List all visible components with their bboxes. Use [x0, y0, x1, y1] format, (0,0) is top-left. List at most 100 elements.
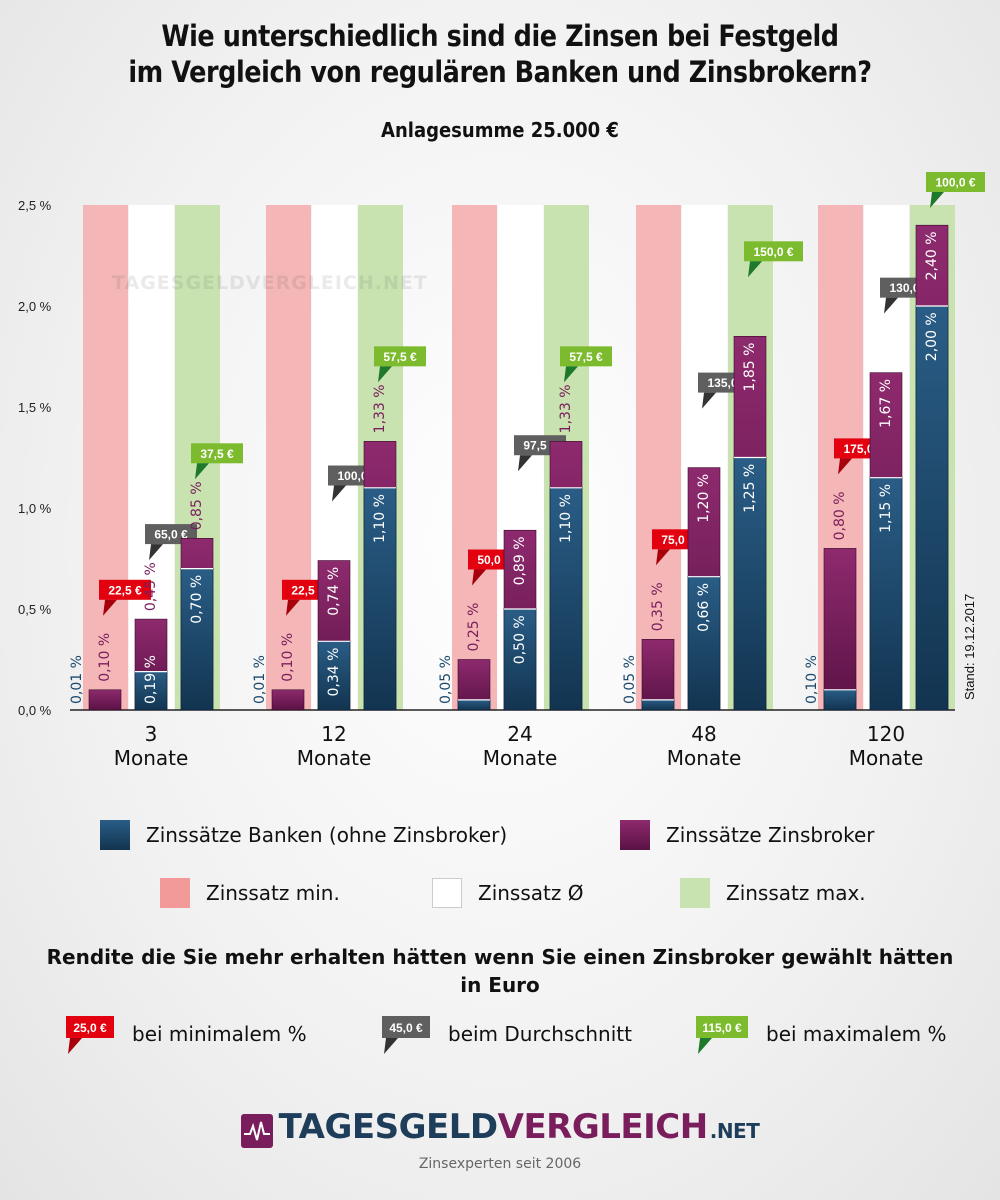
- tag-tail: [884, 297, 898, 314]
- y-tick-label: 1,5 %: [18, 400, 52, 415]
- stand-date: Stand: 19.12.2017: [962, 593, 977, 700]
- bank-value-label: 0,05 %: [622, 655, 638, 704]
- bar-bank: [457, 699, 491, 711]
- tag-label: 50,0 €: [477, 553, 511, 567]
- band-3-0: [636, 205, 681, 710]
- tag-tail: [286, 599, 300, 616]
- legend-swatch-min: [160, 878, 190, 908]
- bank-value-label: 1,10 %: [558, 494, 574, 543]
- bar-broker: [271, 689, 305, 711]
- legend-label-max: Zinssatz max.: [726, 881, 866, 905]
- bank-value-label: 0,66 %: [696, 583, 712, 632]
- broker-value-label: 1,20 %: [696, 474, 712, 523]
- broker-value-label: 0,89 %: [512, 536, 528, 585]
- legend-item-max: Zinssatz max.: [680, 878, 866, 908]
- broker-value-label: 1,67 %: [878, 379, 894, 428]
- x-category-number: 12: [321, 722, 346, 746]
- broker-value-label: 0,80 %: [832, 491, 848, 540]
- tag-tail: [149, 544, 163, 561]
- note-label-max: bei maximalem %: [766, 1022, 947, 1046]
- note-label-min: bei minimalem %: [132, 1022, 307, 1046]
- title-line-2: im Vergleich von regulären Banken und Zi…: [128, 55, 872, 89]
- tag-box: [926, 172, 985, 192]
- bar-bank: [549, 487, 583, 711]
- x-category-number: 48: [691, 722, 716, 746]
- legend-label-banken: Zinssätze Banken (ohne Zinsbroker): [146, 823, 508, 847]
- bank-value-label: 0,01 %: [69, 655, 85, 704]
- tag-tail: [195, 463, 209, 480]
- legend-label-avg: Zinssatz Ø: [478, 881, 584, 905]
- tag-tail: [838, 458, 852, 475]
- broker-value-label: 1,33 %: [372, 384, 388, 433]
- bank-value-label: 0,10 %: [804, 655, 820, 704]
- bar-bank: [317, 641, 351, 711]
- bar-bank: [869, 477, 903, 711]
- broker-value-label: 0,10 %: [97, 633, 113, 682]
- tag-label: 22,5 €: [108, 583, 142, 597]
- bank-value-label: 0,50 %: [512, 615, 528, 664]
- broker-value-label: 0,45 %: [143, 562, 159, 611]
- x-category-unit: Monate: [667, 746, 742, 770]
- note-heading: Rendite die Sie mehr erhalten hätten wen…: [0, 943, 1000, 999]
- y-tick-label: 0,0 %: [18, 703, 52, 718]
- logo-tagline: Zinsexperten seit 2006: [418, 1156, 582, 1172]
- bar-bank: [641, 699, 675, 711]
- bank-value-label: 1,10 %: [372, 494, 388, 543]
- legend-swatch-avg: [432, 878, 462, 908]
- bank-value-label: 0,70 %: [189, 575, 205, 624]
- y-tick-label: 0,5 %: [18, 602, 52, 617]
- bar-bank: [823, 689, 857, 711]
- bank-value-label: 0,34 %: [326, 648, 342, 697]
- bar-bank: [180, 568, 214, 711]
- tag-tail: [656, 549, 670, 566]
- chart-subtitle: Anlagesumme 25.000 €: [381, 118, 619, 142]
- legend-item-avg: Zinssatz Ø: [432, 878, 583, 908]
- bank-value-label: 2,00 %: [924, 312, 940, 361]
- logo-pulse-icon: [240, 1114, 273, 1148]
- bar-chart: 0,0 % 0,5 % 1,0 % 1,5 % 2,0 % 2,5 % 0,01 % 0,10…: [18, 172, 985, 770]
- tag-avg-icon: 45,0 €: [382, 1016, 430, 1054]
- broker-value-label: 1,85 %: [742, 343, 758, 392]
- broker-value-label: 0,74 %: [326, 567, 342, 616]
- broker-value-label: 2,40 %: [924, 231, 940, 280]
- logo-text-a: TAGESGELD: [278, 1107, 499, 1147]
- x-category-unit: Monate: [297, 746, 372, 770]
- tag-tail: [472, 569, 486, 586]
- note-heading-line-2: in Euro: [460, 973, 540, 997]
- band-0-0: [83, 205, 128, 710]
- bar-bank: [134, 671, 168, 711]
- tag-box: [99, 579, 151, 600]
- x-category-unit: Monate: [114, 746, 189, 770]
- footer-logo: TAGESGELDVERGLEICH .NET Zinsexperten seit…: [0, 1108, 1000, 1172]
- bar-broker: [88, 689, 122, 711]
- chart-title: Wie unterschiedlich sind die Zinsen bei …: [60, 18, 940, 90]
- tag-label: 37,5 €: [200, 447, 234, 461]
- x-category-number: 3: [145, 722, 158, 746]
- note-item-min: 25,0 € bei minimalem %: [62, 1012, 307, 1056]
- tag-tail: [748, 261, 762, 278]
- bank-value-label: 1,15 %: [878, 484, 894, 533]
- bar-bank: [503, 608, 537, 711]
- tag-min-icon: 25,0 €: [66, 1016, 114, 1054]
- y-tick-label: 2,5 %: [18, 198, 52, 213]
- legend-label-min: Zinssatz min.: [206, 881, 340, 905]
- band-2-0: [452, 205, 497, 710]
- tag-label: 57,5 €: [383, 350, 417, 364]
- tag-tail: [930, 192, 944, 208]
- broker-value-label: 0,35 %: [650, 582, 666, 631]
- tag-avg-text: 45,0 €: [389, 1021, 423, 1035]
- legend-swatch-max: [680, 878, 710, 908]
- note-item-avg: 45,0 € beim Durchschnitt: [378, 1012, 632, 1056]
- tag-tail: [332, 485, 346, 502]
- tag-tail: [564, 366, 578, 383]
- bank-value-label: 0,01 %: [252, 655, 268, 704]
- x-category-number: 120: [867, 722, 905, 746]
- tag-max-text: 115,0 €: [702, 1021, 742, 1035]
- y-tick-label: 2,0 %: [18, 299, 52, 314]
- legend-item-broker: Zinssätze Zinsbroker: [620, 820, 875, 850]
- broker-value-label: 0,10 %: [280, 633, 296, 682]
- tag-min-text: 25,0 €: [73, 1021, 107, 1035]
- bar-bank: [363, 487, 397, 711]
- tag-label: 97,5 €: [523, 439, 557, 453]
- bar-bank: [687, 576, 721, 711]
